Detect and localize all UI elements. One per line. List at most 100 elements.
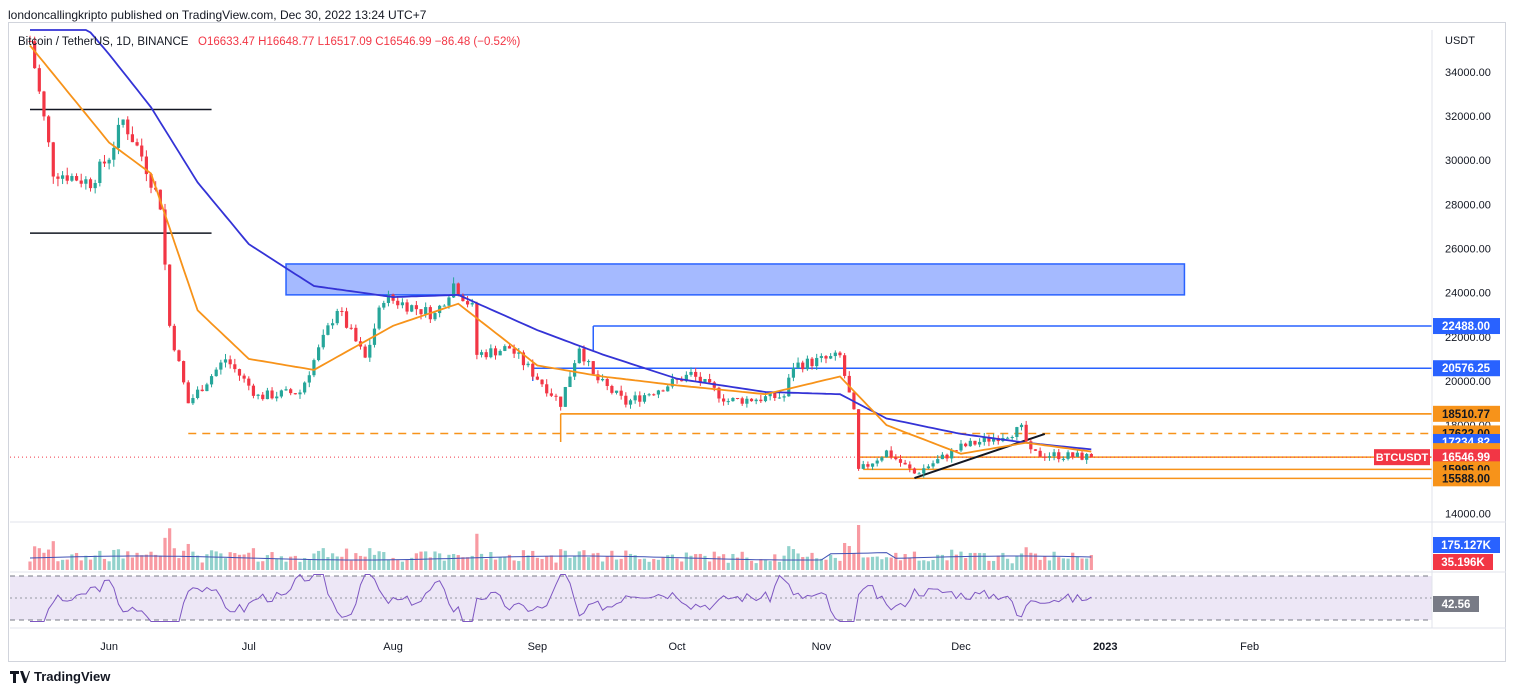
- candle-body: [759, 399, 763, 402]
- rsi-line: [30, 573, 1092, 622]
- symbol-name[interactable]: Bitcoin / TetherUS, 1D, BINANCE: [18, 36, 189, 48]
- candle-body: [507, 346, 512, 349]
- volume-bar: [638, 559, 642, 570]
- candle-body: [545, 384, 549, 394]
- candle-body: [126, 119, 130, 135]
- volume-bar: [512, 560, 516, 570]
- volume-bar: [610, 550, 614, 570]
- candle-body: [1071, 452, 1075, 457]
- volume-bar: [303, 558, 307, 570]
- candle-body: [810, 358, 814, 367]
- candle-body: [237, 369, 242, 376]
- candle-body: [79, 180, 83, 184]
- volume-bar: [65, 559, 69, 570]
- volume-bar: [368, 548, 372, 570]
- price-tick-label: 20000.00: [1445, 376, 1491, 388]
- volume-bar: [996, 555, 1000, 570]
- volume-bar: [433, 551, 437, 570]
- candle-body: [340, 310, 344, 312]
- price-label-text: 15588.00: [1442, 473, 1490, 485]
- volume-bar: [121, 558, 125, 570]
- volume-bar: [833, 557, 837, 570]
- footer-brand[interactable]: TradingView: [10, 669, 110, 684]
- candle-body: [349, 327, 353, 329]
- volume-bar: [1075, 556, 1079, 570]
- volume-bar: [98, 550, 102, 570]
- candle-body: [377, 307, 381, 329]
- volume-bar: [856, 525, 861, 570]
- volume-bar: [172, 548, 176, 570]
- time-tick-label: 2023: [1093, 641, 1117, 653]
- candle-body: [559, 396, 563, 407]
- volume-bar: [917, 560, 921, 570]
- candle-body: [447, 297, 451, 306]
- candle-body: [777, 397, 782, 399]
- volume-bar: [293, 555, 297, 570]
- candle-body: [326, 325, 330, 335]
- volume-bar: [829, 554, 833, 570]
- candle-body: [1080, 452, 1084, 460]
- candle-body: [805, 358, 809, 370]
- volume-bar: [358, 555, 363, 570]
- candle-body: [908, 464, 912, 469]
- time-tick-label: Sep: [528, 641, 548, 653]
- volume-bar: [1010, 563, 1014, 570]
- volume-bar: [954, 554, 958, 570]
- candle-body: [433, 313, 437, 320]
- volume-bar: [102, 558, 107, 570]
- volume-bar: [819, 558, 823, 570]
- candle-body: [600, 378, 605, 381]
- volume-bar: [28, 561, 32, 570]
- candle-body: [186, 382, 190, 404]
- volume-last-label: 35.196K: [1441, 557, 1485, 569]
- candle-body: [168, 264, 172, 326]
- volume-bar: [847, 546, 851, 570]
- candle-body: [414, 305, 418, 310]
- volume-bar: [759, 559, 763, 570]
- volume-bar: [484, 559, 488, 570]
- volume-bar: [382, 552, 386, 570]
- volume-bar: [652, 558, 656, 570]
- candle-body: [964, 443, 968, 447]
- volume-bar: [60, 559, 65, 570]
- volume-bar: [675, 558, 679, 570]
- volume-bar: [247, 552, 251, 570]
- candle-body: [1019, 424, 1024, 428]
- candle-body: [37, 68, 41, 92]
- volume-bar: [903, 554, 907, 570]
- open-value: O16633.47: [198, 36, 255, 48]
- candle-body: [317, 347, 321, 361]
- volume-bar: [400, 561, 404, 570]
- candle-body: [303, 382, 307, 393]
- volume-bar: [377, 551, 381, 570]
- candle-body: [107, 159, 111, 164]
- volume-bar: [1057, 557, 1061, 570]
- candle-body: [754, 399, 758, 402]
- time-tick-label: Jul: [242, 641, 256, 653]
- candle-body: [330, 323, 335, 326]
- volume-bar: [419, 551, 423, 570]
- volume-bar: [936, 554, 940, 570]
- candle-body: [521, 352, 526, 366]
- time-tick-label: Dec: [951, 641, 971, 653]
- volume-bar: [545, 556, 549, 570]
- volume-bar: [1033, 553, 1038, 570]
- candle-body: [382, 302, 386, 308]
- volume-bar: [852, 553, 856, 570]
- volume-ma-tag: [1433, 537, 1500, 553]
- candle-body: [568, 376, 572, 387]
- volume-bar: [768, 561, 772, 570]
- volume-bar: [1071, 552, 1075, 570]
- candle-body: [298, 392, 302, 395]
- volume-bar: [987, 560, 991, 570]
- price-tick-label: 32000.00: [1445, 111, 1491, 123]
- volume-bar: [577, 551, 581, 570]
- volume-bar: [498, 557, 502, 570]
- volume-bar: [982, 553, 986, 570]
- candle-body: [652, 394, 656, 396]
- volume-bar: [228, 552, 232, 570]
- rsi-value-label: 42.56: [1442, 599, 1471, 611]
- candle-body: [563, 386, 567, 407]
- volume-bar: [866, 557, 870, 570]
